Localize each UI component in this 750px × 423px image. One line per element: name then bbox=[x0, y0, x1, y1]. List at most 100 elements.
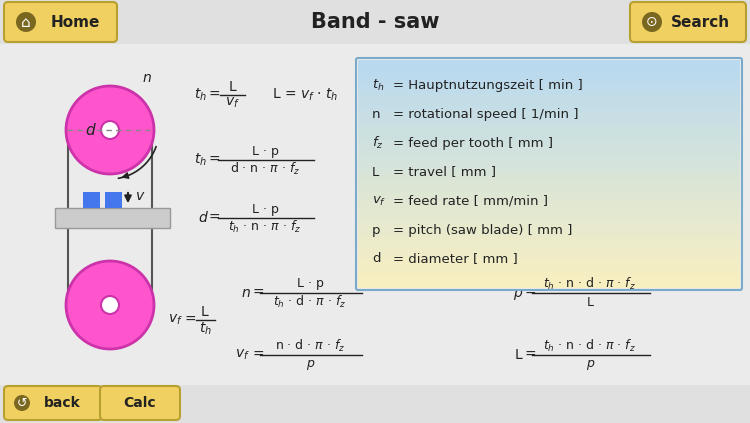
Text: =: = bbox=[524, 348, 536, 362]
FancyBboxPatch shape bbox=[358, 248, 740, 254]
Text: = travel [ mm ]: = travel [ mm ] bbox=[393, 165, 496, 179]
FancyBboxPatch shape bbox=[630, 2, 746, 42]
Text: L = $v_f$ · $t_h$: L = $v_f$ · $t_h$ bbox=[272, 87, 338, 103]
Text: Calc: Calc bbox=[124, 396, 156, 410]
Text: =: = bbox=[252, 348, 264, 362]
Text: ⊙: ⊙ bbox=[646, 15, 658, 29]
Text: $v_f$: $v_f$ bbox=[236, 348, 250, 362]
Text: =: = bbox=[209, 88, 220, 102]
Text: = diameter [ mm ]: = diameter [ mm ] bbox=[393, 253, 518, 266]
FancyBboxPatch shape bbox=[358, 180, 740, 186]
Text: d: d bbox=[86, 123, 94, 137]
FancyBboxPatch shape bbox=[358, 60, 740, 66]
Text: = feed per tooth [ mm ]: = feed per tooth [ mm ] bbox=[393, 137, 553, 149]
Text: p: p bbox=[372, 223, 380, 236]
FancyBboxPatch shape bbox=[358, 237, 740, 243]
FancyBboxPatch shape bbox=[358, 134, 740, 140]
FancyBboxPatch shape bbox=[358, 282, 740, 288]
Text: n: n bbox=[372, 107, 380, 121]
Text: Search: Search bbox=[670, 14, 730, 30]
FancyBboxPatch shape bbox=[358, 88, 740, 95]
FancyBboxPatch shape bbox=[358, 117, 740, 123]
Text: =: = bbox=[252, 286, 264, 300]
FancyBboxPatch shape bbox=[358, 140, 740, 146]
Circle shape bbox=[16, 12, 36, 32]
Text: L: L bbox=[228, 80, 236, 94]
Circle shape bbox=[66, 261, 154, 349]
FancyBboxPatch shape bbox=[0, 0, 750, 44]
FancyBboxPatch shape bbox=[358, 157, 740, 163]
FancyBboxPatch shape bbox=[358, 277, 740, 283]
FancyBboxPatch shape bbox=[4, 386, 102, 420]
Text: ⌂: ⌂ bbox=[21, 14, 31, 30]
FancyBboxPatch shape bbox=[83, 192, 100, 208]
Text: $t_h$ · n · d · $\pi$ · $f_z$: $t_h$ · n · d · $\pi$ · $f_z$ bbox=[544, 338, 637, 354]
Text: n · d · $\pi$ · $f_z$: n · d · $\pi$ · $f_z$ bbox=[274, 338, 345, 354]
Circle shape bbox=[101, 296, 119, 314]
Text: d · n · $\pi$ · $f_z$: d · n · $\pi$ · $f_z$ bbox=[230, 161, 300, 177]
FancyBboxPatch shape bbox=[358, 203, 740, 209]
FancyBboxPatch shape bbox=[358, 242, 740, 249]
FancyBboxPatch shape bbox=[358, 129, 740, 135]
FancyBboxPatch shape bbox=[358, 225, 740, 231]
Text: $t_h$ · n · $\pi$ · $f_z$: $t_h$ · n · $\pi$ · $f_z$ bbox=[229, 219, 302, 235]
FancyBboxPatch shape bbox=[358, 77, 740, 83]
Text: L · p: L · p bbox=[251, 145, 278, 157]
Text: L: L bbox=[586, 296, 593, 308]
FancyBboxPatch shape bbox=[358, 66, 740, 72]
Circle shape bbox=[101, 121, 119, 139]
FancyBboxPatch shape bbox=[358, 214, 740, 220]
Circle shape bbox=[66, 86, 154, 174]
Text: p: p bbox=[586, 357, 594, 371]
Text: d: d bbox=[372, 253, 380, 266]
FancyBboxPatch shape bbox=[358, 71, 740, 77]
Text: $v_f$: $v_f$ bbox=[224, 96, 239, 110]
Text: $v_f$: $v_f$ bbox=[168, 313, 183, 327]
Text: $t_h$ · d · $\pi$ · $f_z$: $t_h$ · d · $\pi$ · $f_z$ bbox=[274, 294, 346, 310]
FancyBboxPatch shape bbox=[358, 191, 740, 197]
Text: Band - saw: Band - saw bbox=[310, 12, 440, 32]
Text: $t_h$ · n · d · $\pi$ · $f_z$: $t_h$ · n · d · $\pi$ · $f_z$ bbox=[544, 276, 637, 292]
Text: =: = bbox=[524, 286, 536, 300]
FancyBboxPatch shape bbox=[358, 94, 740, 100]
FancyBboxPatch shape bbox=[358, 83, 740, 89]
Text: $t_h$: $t_h$ bbox=[372, 77, 385, 93]
FancyBboxPatch shape bbox=[358, 123, 740, 129]
Text: n: n bbox=[142, 71, 152, 85]
FancyBboxPatch shape bbox=[358, 231, 740, 237]
Text: L: L bbox=[201, 305, 208, 319]
Text: L · p: L · p bbox=[251, 203, 278, 215]
Text: L · p: L · p bbox=[296, 277, 323, 291]
Text: $v_f$: $v_f$ bbox=[372, 195, 386, 208]
Text: $f_z$: $f_z$ bbox=[372, 135, 384, 151]
Text: $t_h$: $t_h$ bbox=[199, 321, 211, 337]
Text: $t_h$: $t_h$ bbox=[194, 87, 207, 103]
Text: = Hauptnutzungszeit [ min ]: = Hauptnutzungszeit [ min ] bbox=[393, 79, 583, 91]
Text: d: d bbox=[198, 211, 207, 225]
FancyBboxPatch shape bbox=[358, 220, 740, 226]
FancyBboxPatch shape bbox=[358, 185, 740, 192]
Text: = feed rate [ mm/min ]: = feed rate [ mm/min ] bbox=[393, 195, 548, 208]
FancyBboxPatch shape bbox=[358, 111, 740, 118]
FancyBboxPatch shape bbox=[358, 174, 740, 180]
Text: n: n bbox=[242, 286, 250, 300]
FancyBboxPatch shape bbox=[358, 168, 740, 175]
Text: =: = bbox=[209, 211, 220, 225]
Circle shape bbox=[642, 12, 662, 32]
FancyBboxPatch shape bbox=[0, 385, 750, 423]
Text: L: L bbox=[372, 165, 380, 179]
FancyBboxPatch shape bbox=[358, 100, 740, 106]
FancyBboxPatch shape bbox=[105, 192, 122, 208]
FancyBboxPatch shape bbox=[358, 106, 740, 112]
FancyBboxPatch shape bbox=[4, 2, 117, 42]
FancyBboxPatch shape bbox=[100, 386, 180, 420]
FancyBboxPatch shape bbox=[358, 162, 740, 169]
FancyBboxPatch shape bbox=[358, 151, 740, 157]
Text: =: = bbox=[185, 313, 196, 327]
Text: p: p bbox=[513, 286, 522, 300]
FancyBboxPatch shape bbox=[55, 208, 170, 228]
Text: Home: Home bbox=[50, 14, 100, 30]
Text: back: back bbox=[44, 396, 80, 410]
FancyBboxPatch shape bbox=[358, 271, 740, 277]
Text: $t_h$: $t_h$ bbox=[194, 152, 207, 168]
